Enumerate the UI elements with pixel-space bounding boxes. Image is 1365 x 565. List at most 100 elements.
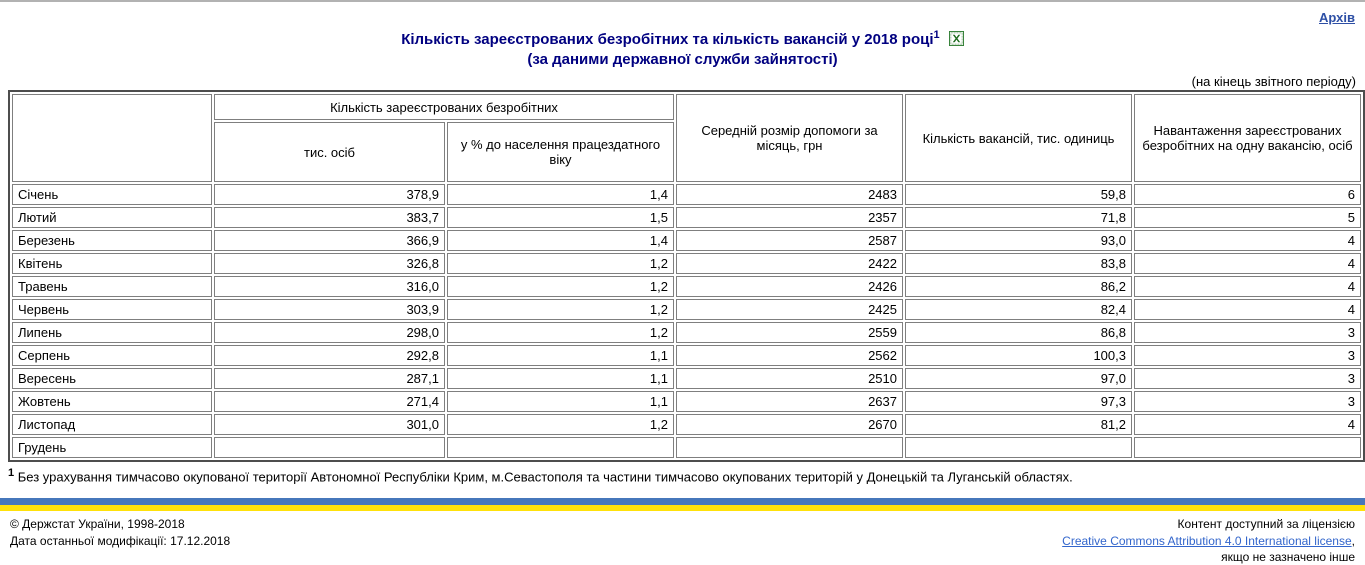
header-benefit: Середній розмір допомоги за місяць, грн <box>676 94 903 182</box>
table-body: Січень 378,9 1,4 2483 59,8 6 Лютий 383,7 1,5 2357… <box>12 184 1361 458</box>
cell-load: 6 <box>1134 184 1361 205</box>
cell-benefit: 2426 <box>676 276 903 297</box>
title-footnote-ref: 1 <box>933 29 940 41</box>
cell-pct: 1,1 <box>447 391 674 412</box>
table-header: Кількість зареєстрованих безробітних Сер… <box>12 94 1361 182</box>
cell-thousand: 292,8 <box>214 345 445 366</box>
cell-pct: 1,2 <box>447 322 674 343</box>
cell-benefit: 2357 <box>676 207 903 228</box>
cell-load: 3 <box>1134 322 1361 343</box>
table-row: Квітень 326,8 1,2 2422 83,8 4 <box>12 253 1361 274</box>
cell-load: 5 <box>1134 207 1361 228</box>
cell-vacancies: 59,8 <box>905 184 1132 205</box>
cell-month: Квітень <box>12 253 212 274</box>
cell-pct: 1,2 <box>447 276 674 297</box>
cell-vacancies: 82,4 <box>905 299 1132 320</box>
table-row: Липень 298,0 1,2 2559 86,8 3 <box>12 322 1361 343</box>
table-row: Лютий 383,7 1,5 2357 71,8 5 <box>12 207 1361 228</box>
cell-thousand: 383,7 <box>214 207 445 228</box>
cell-pct: 1,2 <box>447 299 674 320</box>
footer-left: © Держстат України, 1998-2018 Дата остан… <box>10 516 230 548</box>
page-title-line2: (за даними державної служби зайнятості) <box>527 50 838 68</box>
table-row: Грудень <box>12 437 1361 458</box>
cell-month: Червень <box>12 299 212 320</box>
cell-load: 4 <box>1134 299 1361 320</box>
cell-benefit: 2559 <box>676 322 903 343</box>
cell-vacancies: 93,0 <box>905 230 1132 251</box>
cell-month: Лютий <box>12 207 212 228</box>
cell-vacancies: 81,2 <box>905 414 1132 435</box>
cell-benefit: 2670 <box>676 414 903 435</box>
cell-load: 3 <box>1134 345 1361 366</box>
period-note: (на кінець звітного періоду) <box>1191 74 1356 89</box>
creative-commons-link[interactable]: Creative Commons Attribution 4.0 Interna… <box>1062 533 1352 548</box>
license-line3: якщо не зазначено інше <box>1221 549 1355 564</box>
archive-row: Архів <box>0 2 1365 27</box>
cell-thousand: 378,9 <box>214 184 445 205</box>
table-row: Жовтень 271,4 1,1 2637 97,3 3 <box>12 391 1361 412</box>
cell-thousand: 316,0 <box>214 276 445 297</box>
modified-date-text: Дата останньої модифікації: 17.12.2018 <box>10 533 231 548</box>
page-title: Кількість зареєстрованих безробітних та … <box>0 28 1365 69</box>
cell-month: Січень <box>12 184 212 205</box>
cell-thousand: 326,8 <box>214 253 445 274</box>
cell-benefit: 2425 <box>676 299 903 320</box>
cell-pct: 1,2 <box>447 253 674 274</box>
table-row: Травень 316,0 1,2 2426 86,2 4 <box>12 276 1361 297</box>
table-row: Серпень 292,8 1,1 2562 100,3 3 <box>12 345 1361 366</box>
cell-month: Вересень <box>12 368 212 389</box>
cell-pct: 1,4 <box>447 230 674 251</box>
cell-benefit: 2422 <box>676 253 903 274</box>
cell-load: 4 <box>1134 253 1361 274</box>
cell-benefit: 2562 <box>676 345 903 366</box>
cell-vacancies: 97,3 <box>905 391 1132 412</box>
table-row: Січень 378,9 1,4 2483 59,8 6 <box>12 184 1361 205</box>
header-month-empty <box>12 94 212 182</box>
table-row: Червень 303,9 1,2 2425 82,4 4 <box>12 299 1361 320</box>
cell-thousand: 287,1 <box>214 368 445 389</box>
cell-load: 4 <box>1134 276 1361 297</box>
header-thousand: тис. осіб <box>214 122 445 182</box>
cell-pct: 1,5 <box>447 207 674 228</box>
footnote-ref: 1 <box>8 467 15 479</box>
footer-right: Контент доступний за ліцензією Creative … <box>1062 516 1355 565</box>
table-footnote: 1 Без урахування тимчасово окупованої те… <box>8 467 1357 484</box>
cell-month: Травень <box>12 276 212 297</box>
header-pct: у % до населення працездатного віку <box>447 122 674 182</box>
license-line1: Контент доступний за ліцензією <box>1177 517 1355 532</box>
cell-month: Жовтень <box>12 391 212 412</box>
table-row: Березень 366,9 1,4 2587 93,0 4 <box>12 230 1361 251</box>
footnote-text: Без урахування тимчасово окупованої тери… <box>14 469 1073 485</box>
cell-vacancies <box>905 437 1132 458</box>
cell-load: 3 <box>1134 391 1361 412</box>
cell-vacancies: 83,8 <box>905 253 1132 274</box>
archive-link[interactable]: Архів <box>1319 10 1355 25</box>
cell-benefit: 2483 <box>676 184 903 205</box>
cell-vacancies: 86,8 <box>905 322 1132 343</box>
cell-load <box>1134 437 1361 458</box>
cell-vacancies: 100,3 <box>905 345 1132 366</box>
cell-month: Липень <box>12 322 212 343</box>
cell-benefit: 2637 <box>676 391 903 412</box>
cell-pct <box>447 437 674 458</box>
cell-benefit: 2510 <box>676 368 903 389</box>
cell-vacancies: 71,8 <box>905 207 1132 228</box>
cell-thousand: 366,9 <box>214 230 445 251</box>
flag-bar-blue <box>0 498 1365 506</box>
page-title-line1: Кількість зареєстрованих безробітних та … <box>0 28 1365 50</box>
cell-load: 4 <box>1134 230 1361 251</box>
cell-vacancies: 97,0 <box>905 368 1132 389</box>
cell-pct: 1,2 <box>447 414 674 435</box>
cell-vacancies: 86,2 <box>905 276 1132 297</box>
cell-thousand <box>214 437 445 458</box>
header-group-unemployed: Кількість зареєстрованих безробітних <box>214 94 674 120</box>
table-row: Вересень 287,1 1,1 2510 97,0 3 <box>12 368 1361 389</box>
cell-thousand: 303,9 <box>214 299 445 320</box>
cell-pct: 1,4 <box>447 184 674 205</box>
cell-pct: 1,1 <box>447 368 674 389</box>
license-line2: Creative Commons Attribution 4.0 Interna… <box>1062 533 1355 549</box>
cell-month: Березень <box>12 230 212 251</box>
excel-download-icon[interactable] <box>948 31 964 46</box>
cell-thousand: 298,0 <box>214 322 445 343</box>
